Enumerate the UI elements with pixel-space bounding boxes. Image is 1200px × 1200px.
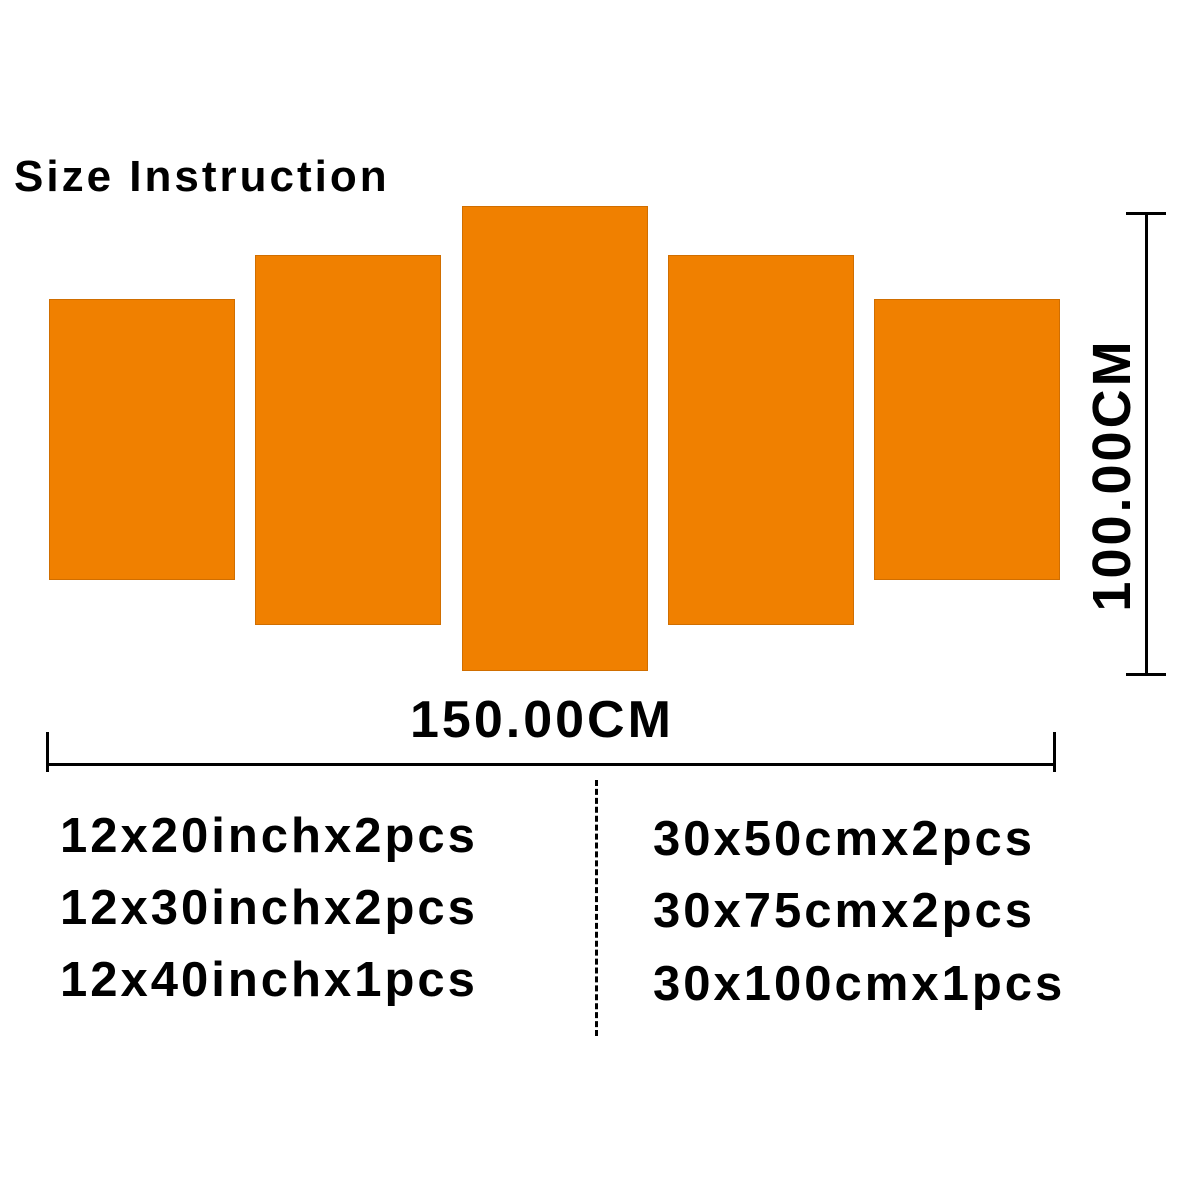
canvas-panel-2 (255, 255, 441, 625)
spec-cm-1: 30x50cmx2pcs (653, 812, 1036, 866)
canvas-panel-4 (668, 255, 854, 625)
height-dimension-tick-bottom (1126, 673, 1166, 676)
canvas-panel-3 (462, 206, 648, 671)
spec-inch-2: 12x30inchx2pcs (60, 881, 478, 935)
height-label: 100.00CM (1082, 338, 1142, 612)
title: Size Instruction (14, 152, 390, 201)
width-dimension-tick-right (1053, 732, 1056, 772)
canvas-panel-5 (874, 299, 1060, 580)
height-dimension-tick-top (1126, 212, 1166, 215)
width-label: 150.00CM (410, 691, 674, 749)
width-dimension-line (47, 763, 1056, 766)
spec-inch-1: 12x20inchx2pcs (60, 809, 478, 863)
spec-cm-3: 30x100cmx1pcs (653, 957, 1066, 1011)
spec-cm-2: 30x75cmx2pcs (653, 884, 1036, 938)
canvas-panel-1 (49, 299, 235, 580)
divider-dashed-line (595, 780, 598, 1036)
height-dimension-line (1145, 213, 1148, 675)
width-dimension-tick-left (46, 732, 49, 772)
spec-inch-3: 12x40inchx1pcs (60, 953, 478, 1007)
